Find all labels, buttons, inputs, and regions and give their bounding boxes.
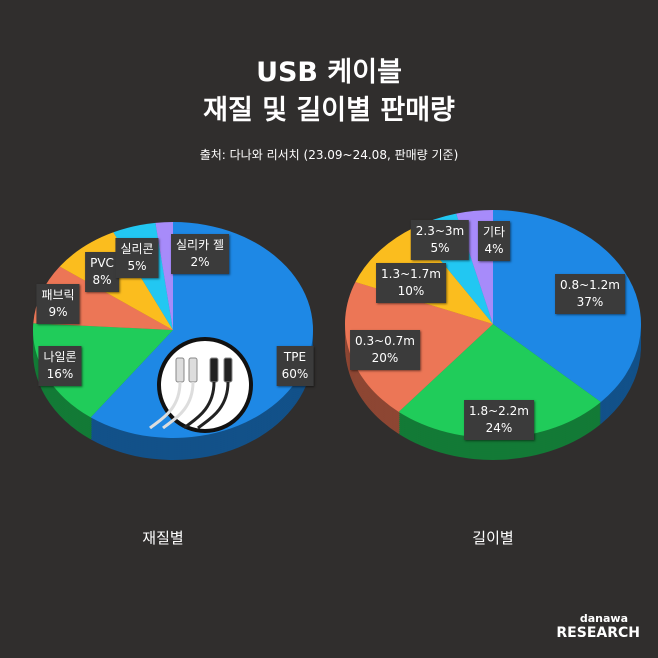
title-line1: USB 케이블 (256, 57, 402, 88)
source-note: 출처: 다나와 리서치 (23.09~24.08, 판매량 기준) (199, 148, 459, 162)
pie-slice (90, 222, 313, 439)
data-label: 기타 4% (477, 221, 511, 261)
data-label: TPE 60% (276, 346, 314, 386)
data-label: 나일론 16% (38, 346, 82, 386)
data-label: 0.3~0.7m 20% (350, 330, 420, 370)
data-label: 실리카 젤 2% (171, 234, 229, 274)
pie-slice (155, 222, 173, 330)
data-label: 2.3~3m 5% (410, 220, 470, 260)
caption-material: 재질별 (142, 529, 184, 547)
danawa-research-logo: danawa RESEARCH (556, 612, 640, 641)
title-line2: 재질 및 길이별 판매량 (203, 95, 455, 126)
pie-slice (398, 324, 601, 438)
data-label: 실리콘 5% (115, 238, 159, 278)
data-label: 0.8~1.2m 37% (555, 274, 625, 314)
usb-cable-image (149, 337, 253, 433)
data-label: 패브릭 9% (36, 284, 80, 324)
data-label: 1.3~1.7m 10% (376, 263, 446, 303)
data-label: PVC 8% (85, 252, 119, 292)
data-label: 1.8~2.2m 24% (464, 400, 534, 440)
caption-length: 길이별 (472, 529, 514, 547)
